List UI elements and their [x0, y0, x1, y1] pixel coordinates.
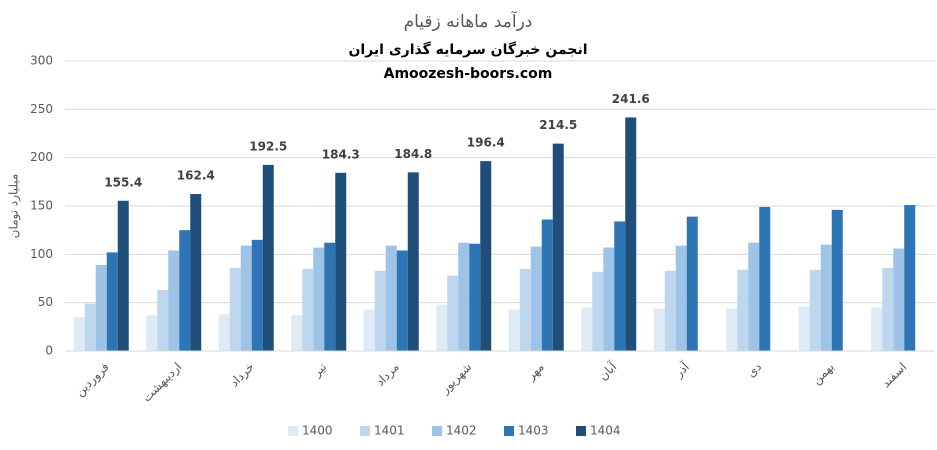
bar	[374, 270, 386, 351]
bar	[820, 244, 832, 351]
bar	[882, 267, 894, 351]
bar	[324, 242, 336, 351]
bar	[117, 200, 129, 351]
bar	[95, 264, 107, 351]
bar	[240, 245, 252, 351]
legend-label: 1400	[302, 424, 333, 438]
data-label: 162.4	[177, 169, 215, 183]
bar	[592, 271, 604, 351]
y-tick-label: 200	[30, 150, 53, 164]
x-tick-label: آبان	[595, 359, 620, 384]
bar	[530, 246, 542, 351]
bar	[893, 248, 905, 351]
y-tick-label: 0	[45, 344, 53, 358]
bar	[469, 243, 481, 351]
bar	[614, 221, 626, 351]
y-tick-label: 50	[38, 295, 53, 309]
x-tick-label: آذر	[670, 359, 693, 382]
legend-swatch	[360, 426, 370, 436]
bar	[737, 269, 749, 351]
bar	[625, 117, 637, 351]
bar	[251, 239, 263, 351]
bar	[363, 309, 375, 351]
bar	[262, 164, 274, 351]
bar	[302, 268, 314, 351]
data-label: 155.4	[104, 175, 142, 189]
data-label: 214.5	[539, 118, 577, 132]
bar	[904, 205, 916, 351]
x-tick-label: اردیبهشت	[139, 360, 185, 406]
bar	[73, 317, 85, 351]
bar	[291, 315, 303, 351]
data-label: 184.8	[394, 147, 432, 161]
legend-swatch	[432, 426, 442, 436]
bar	[396, 250, 408, 351]
bar	[581, 307, 593, 351]
bar	[726, 308, 738, 351]
x-tick-label: خرداد	[227, 360, 257, 390]
bar	[229, 267, 241, 351]
x-tick-label: تیر	[309, 360, 330, 381]
y-tick-label: 250	[30, 102, 53, 116]
bar	[653, 308, 665, 351]
bar	[519, 268, 531, 351]
chart-subtitle: انجمن خبرگان سرمایه گذاری ایران	[348, 41, 587, 58]
data-label: 196.4	[467, 136, 505, 150]
bar	[335, 172, 347, 351]
bar	[871, 307, 883, 351]
x-tick-label: مهر	[523, 360, 547, 384]
bar	[686, 216, 698, 351]
bar	[748, 242, 760, 351]
bar	[190, 194, 202, 351]
x-tick-label: بهمن	[809, 360, 837, 388]
bar	[664, 270, 676, 351]
x-tick-label: مرداد	[373, 360, 403, 390]
x-tick-label: اسفند	[879, 360, 910, 391]
y-tick-label: 100	[30, 247, 53, 261]
bar	[798, 306, 810, 351]
legend-swatch	[576, 426, 586, 436]
bar	[831, 209, 843, 351]
bar	[407, 172, 419, 351]
bar	[809, 269, 821, 351]
bar	[759, 206, 771, 351]
bar	[218, 314, 230, 351]
bar	[157, 290, 169, 351]
bar	[675, 245, 687, 351]
y-tick-label: 300	[30, 54, 53, 68]
data-label: 184.3	[322, 147, 360, 161]
bar	[480, 161, 492, 351]
bar	[458, 242, 470, 351]
chart-subtitle: Amoozesh-boors.com	[384, 66, 553, 82]
bar	[179, 230, 191, 351]
legend-label: 1401	[374, 424, 405, 438]
bar	[168, 250, 180, 351]
bar	[313, 247, 325, 351]
bar	[84, 303, 96, 351]
x-tick-label: دی	[744, 360, 764, 380]
bar	[436, 304, 448, 351]
data-label: 241.6	[612, 92, 650, 106]
bar	[552, 143, 564, 351]
x-tick-label: فروردین	[72, 360, 112, 400]
data-label: 192.5	[249, 139, 287, 153]
bar	[508, 309, 520, 351]
legend-label: 1402	[446, 424, 477, 438]
legend-label: 1404	[590, 424, 621, 438]
bar	[541, 219, 553, 351]
y-axis-label: میلیارد تومان	[7, 174, 22, 239]
bar	[385, 245, 397, 351]
bar	[106, 252, 118, 351]
bar	[603, 247, 615, 351]
x-tick-label: شهریور	[437, 360, 475, 398]
bar	[447, 275, 459, 351]
legend-swatch	[288, 426, 298, 436]
chart-title: درآمد ماهانه زقیام	[404, 10, 533, 32]
y-tick-label: 150	[30, 199, 53, 213]
legend-label: 1403	[518, 424, 549, 438]
bar	[146, 315, 158, 351]
legend-swatch	[504, 426, 514, 436]
